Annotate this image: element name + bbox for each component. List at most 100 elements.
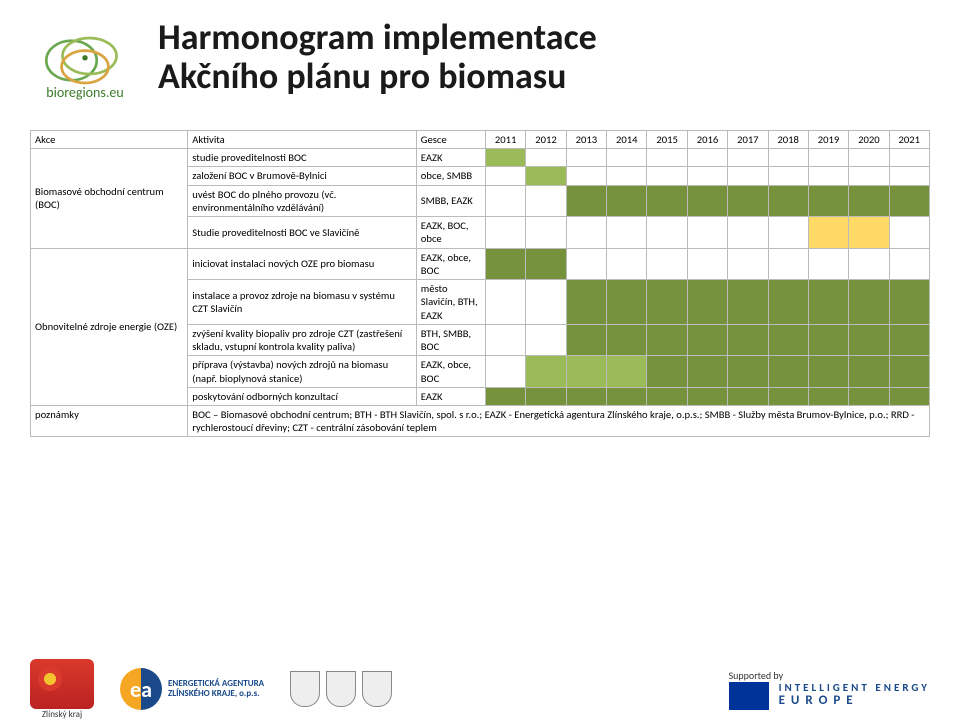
gesce-cell: obce, SMBB (416, 167, 485, 185)
year-cell (768, 167, 808, 185)
year-cell (647, 217, 687, 248)
page-title: Harmonogram implementace Akčního plánu p… (158, 18, 597, 96)
group-label-cell: Biomasové obchodní centrum (BOC) (31, 149, 188, 248)
col-header-year: 2019 (808, 131, 848, 149)
year-cell (607, 149, 647, 167)
year-cell (607, 185, 647, 216)
note-text-cell: BOC – Biomasové obchodní centrum; BTH - … (188, 405, 930, 436)
year-cell (607, 167, 647, 185)
crest-row (290, 671, 392, 707)
year-cell (849, 280, 889, 325)
year-cell (607, 356, 647, 387)
year-cell (889, 387, 929, 405)
brick-icon (30, 659, 94, 709)
year-cell (849, 185, 889, 216)
gesce-cell: EAZK, BOC, obce (416, 217, 485, 248)
col-header-year: 2015 (647, 131, 687, 149)
year-cell (647, 167, 687, 185)
zlinsky-label: Zlínský kraj (42, 709, 82, 720)
slide-root: bioregions.eu Harmonogram implementace A… (0, 0, 960, 728)
activity-cell: iniciovat instalaci nových OZE pro bioma… (188, 248, 417, 279)
year-cell (808, 387, 848, 405)
year-cell (566, 356, 606, 387)
activity-cell: příprava (výstavba) nových zdrojů na bio… (188, 356, 417, 387)
crest-icon (326, 671, 356, 707)
year-cell (687, 248, 727, 279)
gesce-cell: BTH, SMBB, BOC (416, 324, 485, 355)
footer: Zlínský kraj ea ENERGETICKÁ AGENTURA ZLÍ… (0, 650, 960, 728)
ea-text: ENERGETICKÁ AGENTURA ZLÍNSKÉHO KRAJE, o.… (168, 679, 264, 699)
year-cell (728, 167, 768, 185)
year-cell (768, 356, 808, 387)
year-cell (566, 167, 606, 185)
year-cell (728, 248, 768, 279)
activity-cell: instalace a provoz zdroje na biomasu v s… (188, 280, 417, 325)
year-cell (687, 280, 727, 325)
col-header-year: 2014 (607, 131, 647, 149)
activity-cell: studie proveditelnosti BOC (188, 149, 417, 167)
title-line-1: Harmonogram implementace (158, 18, 597, 57)
year-cell (566, 248, 606, 279)
gesce-cell: město Slavičín, BTH, EAZK (416, 280, 485, 325)
col-header-year: 2018 (768, 131, 808, 149)
year-cell (728, 324, 768, 355)
table-row: Biomasové obchodní centrum (BOC)studie p… (31, 149, 930, 167)
year-cell (768, 248, 808, 279)
year-cell (849, 217, 889, 248)
year-cell (526, 149, 566, 167)
year-cell (768, 185, 808, 216)
year-cell (526, 217, 566, 248)
year-cell (808, 248, 848, 279)
col-header-aktivita: Aktivita (188, 131, 417, 149)
year-cell (526, 167, 566, 185)
year-cell (526, 248, 566, 279)
year-cell (485, 167, 525, 185)
year-cell (808, 280, 848, 325)
activity-cell: uvést BOC do plného provozu (vč. environ… (188, 185, 417, 216)
supported-by-label: Supported by (729, 669, 930, 682)
year-cell (808, 324, 848, 355)
year-cell (526, 185, 566, 216)
year-cell (647, 387, 687, 405)
year-cell (607, 280, 647, 325)
year-cell (566, 149, 606, 167)
year-cell (687, 324, 727, 355)
col-header-year: 2021 (889, 131, 929, 149)
col-header-akce: Akce (31, 131, 188, 149)
gesce-cell: EAZK (416, 149, 485, 167)
year-cell (607, 387, 647, 405)
gesce-cell: EAZK, obce, BOC (416, 248, 485, 279)
table-row: Obnovitelné zdroje energie (OZE)iniciova… (31, 248, 930, 279)
year-cell (849, 248, 889, 279)
zlinsky-kraj-logo: Zlínský kraj (30, 659, 94, 720)
note-row: poznámkyBOC – Biomasové obchodní centrum… (31, 405, 930, 436)
year-cell (485, 387, 525, 405)
year-cell (889, 324, 929, 355)
year-cell (485, 324, 525, 355)
year-cell (566, 280, 606, 325)
year-cell (889, 167, 929, 185)
year-cell (647, 356, 687, 387)
table-body: Biomasové obchodní centrum (BOC)studie p… (31, 149, 930, 437)
ea-logo: ea ENERGETICKÁ AGENTURA ZLÍNSKÉHO KRAJE,… (120, 668, 264, 710)
year-cell (768, 324, 808, 355)
year-cell (849, 356, 889, 387)
supported-by-block: Supported by INTELLIGENT ENERGY EUROPE (729, 669, 930, 710)
col-header-year: 2012 (526, 131, 566, 149)
year-cell (526, 280, 566, 325)
year-cell (728, 280, 768, 325)
year-cell (728, 149, 768, 167)
bioregions-logo-icon (40, 26, 130, 86)
year-cell (728, 356, 768, 387)
year-cell (607, 248, 647, 279)
title-block: Harmonogram implementace Akčního plánu p… (158, 18, 597, 96)
year-cell (808, 217, 848, 248)
year-cell (485, 149, 525, 167)
year-cell (849, 149, 889, 167)
activity-cell: Studie proveditelnosti BOC ve Slavičíně (188, 217, 417, 248)
year-cell (485, 248, 525, 279)
year-cell (889, 280, 929, 325)
activity-cell: poskytování odborných konzultací (188, 387, 417, 405)
year-cell (687, 356, 727, 387)
col-header-year: 2017 (728, 131, 768, 149)
